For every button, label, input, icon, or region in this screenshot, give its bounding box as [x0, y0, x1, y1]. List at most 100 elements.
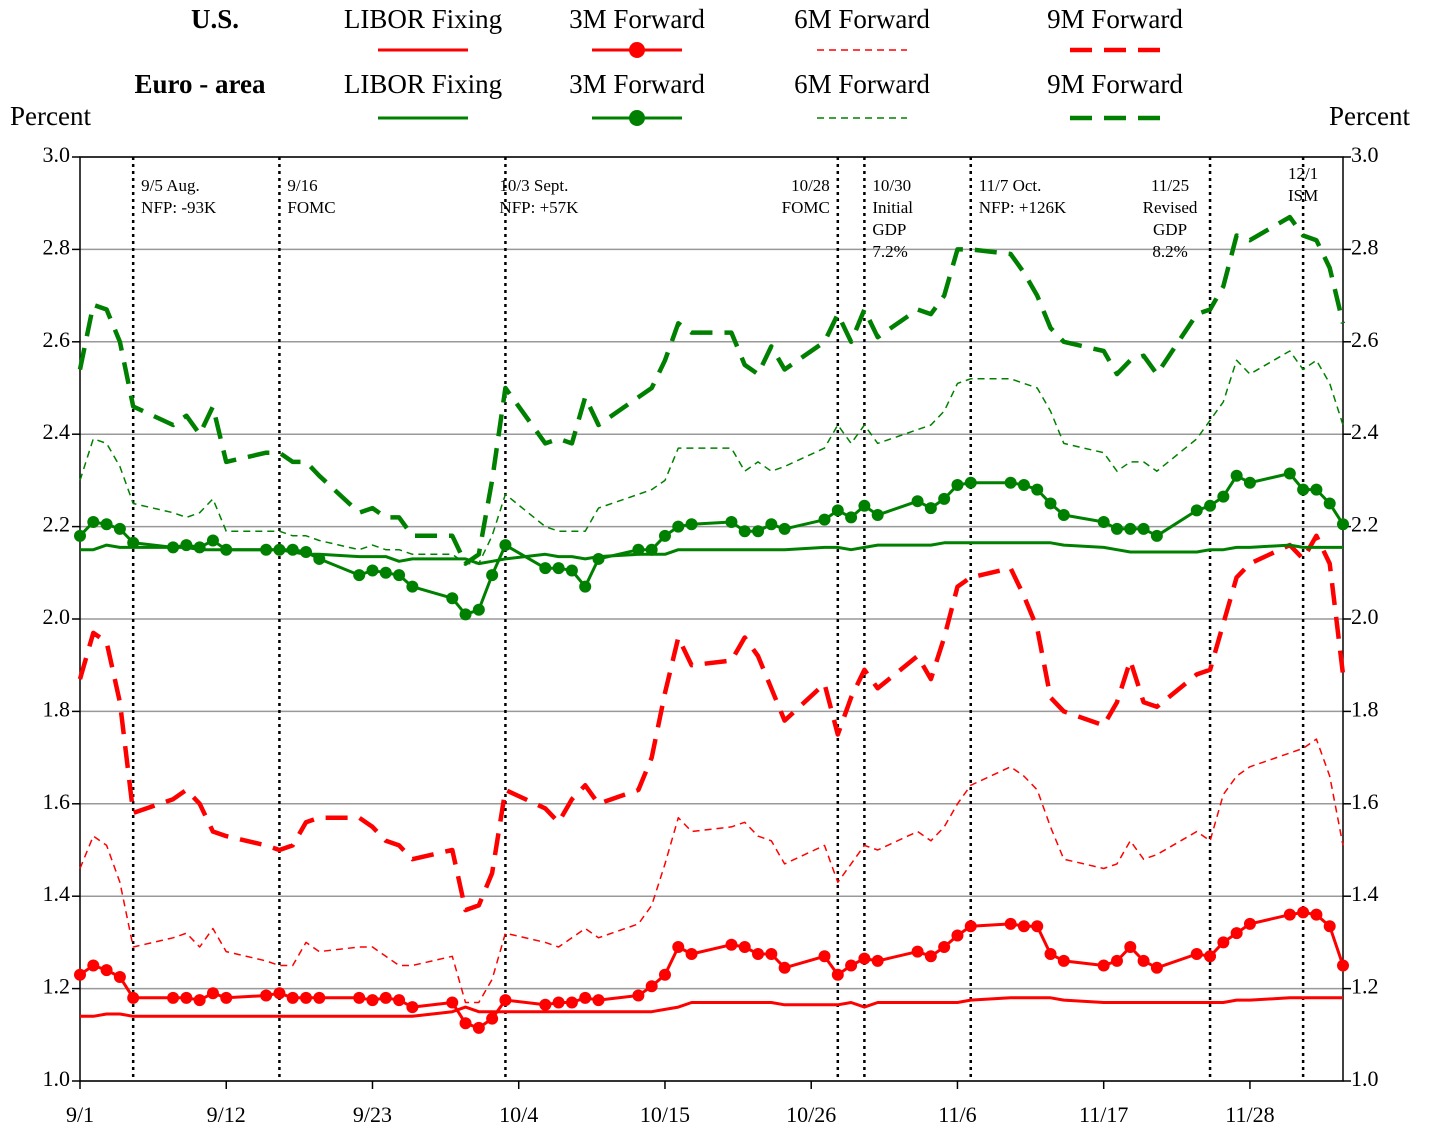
marker: [1337, 518, 1349, 531]
marker: [1204, 950, 1217, 963]
marker: [1044, 947, 1057, 960]
marker: [539, 998, 552, 1011]
marker: [552, 996, 565, 1009]
marker: [911, 495, 924, 508]
y2-tick-label: 2.4: [1351, 419, 1379, 444]
y2-tick-label: 2.6: [1351, 327, 1379, 352]
marker: [499, 539, 512, 552]
y-tick-label: 1.8: [43, 696, 71, 721]
marker: [286, 991, 299, 1004]
annotation: 11/25: [1151, 176, 1189, 195]
annotation: 10/28: [791, 176, 830, 195]
marker: [911, 945, 924, 958]
marker: [1230, 927, 1243, 940]
marker: [193, 541, 206, 554]
annotation: NFP: +126K: [979, 198, 1067, 217]
marker: [765, 518, 778, 531]
marker: [831, 504, 844, 517]
marker: [1110, 954, 1123, 967]
marker: [924, 950, 937, 963]
x-tick-label: 11/17: [1079, 1102, 1128, 1127]
legend-label: 3M Forward: [569, 69, 705, 99]
marker: [1283, 908, 1296, 921]
marker: [393, 994, 406, 1007]
legend-label: 6M Forward: [794, 4, 930, 34]
marker: [831, 968, 844, 981]
marker: [1017, 920, 1030, 933]
series-line: [79, 350, 1344, 565]
y-tick-label: 1.0: [43, 1066, 71, 1091]
annotation: 9/5 Aug.: [141, 176, 200, 195]
y-tick-label: 1.6: [43, 789, 71, 814]
y-tick-label: 2.8: [43, 234, 71, 259]
y2-tick-label: 1.6: [1351, 789, 1379, 814]
x-tick-label: 9/23: [353, 1102, 392, 1127]
marker: [300, 546, 313, 559]
marker: [632, 989, 645, 1002]
annotation: 8.2%: [1152, 242, 1187, 261]
legend-label: LIBOR Fixing: [344, 4, 502, 34]
marker: [725, 938, 738, 951]
marker: [672, 520, 685, 533]
marker: [1031, 483, 1044, 496]
marker: [1230, 469, 1243, 482]
marker: [1297, 483, 1310, 496]
marker: [1283, 467, 1296, 480]
marker: [113, 522, 126, 535]
legend-label: 9M Forward: [1047, 4, 1183, 34]
marker: [286, 543, 299, 556]
legend-marker: [629, 42, 645, 58]
series-line: [77, 533, 1346, 913]
marker: [353, 569, 366, 582]
annotation: GDP: [1153, 220, 1187, 239]
annotation: NFP: -93K: [141, 198, 217, 217]
legend-group: Euro - area: [135, 69, 266, 99]
marker: [74, 529, 86, 542]
marker: [366, 994, 379, 1007]
marker: [472, 1021, 485, 1034]
y-tick-label: 3.0: [43, 142, 71, 167]
marker: [738, 525, 751, 538]
x-tick-label: 9/1: [66, 1102, 94, 1127]
marker: [818, 950, 831, 963]
marker: [273, 543, 286, 556]
marker: [1190, 504, 1203, 517]
legend-label: 3M Forward: [569, 4, 705, 34]
marker: [1004, 917, 1017, 930]
annotation: 9/16: [287, 176, 317, 195]
y-tick-label: 2.6: [43, 327, 71, 352]
legend-label: 9M Forward: [1047, 69, 1183, 99]
marker: [818, 513, 831, 526]
marker: [180, 539, 193, 552]
annotation: 7.2%: [872, 242, 907, 261]
marker: [765, 947, 778, 960]
marker: [1297, 906, 1310, 919]
marker: [127, 536, 140, 549]
series-line: [79, 910, 1345, 1030]
marker: [1150, 529, 1163, 542]
y-tick-label: 2.0: [43, 604, 71, 629]
marker: [658, 529, 671, 542]
marker: [446, 996, 459, 1009]
y2-tick-label: 1.0: [1351, 1066, 1379, 1091]
marker: [74, 968, 86, 981]
marker: [1243, 917, 1256, 930]
marker: [1204, 499, 1217, 512]
y-tick-label: 2.4: [43, 419, 71, 444]
marker: [406, 580, 419, 593]
marker: [1190, 947, 1203, 960]
marker: [1310, 483, 1323, 496]
marker: [858, 952, 871, 965]
marker: [379, 566, 392, 579]
marker: [579, 991, 592, 1004]
marker: [1097, 959, 1110, 972]
marker: [1323, 920, 1336, 933]
marker: [658, 968, 671, 981]
marker: [951, 479, 964, 492]
marker: [486, 1012, 499, 1025]
marker: [446, 592, 459, 605]
marker: [459, 608, 472, 621]
y2-tick-label: 3.0: [1351, 142, 1379, 167]
marker: [1323, 497, 1336, 510]
